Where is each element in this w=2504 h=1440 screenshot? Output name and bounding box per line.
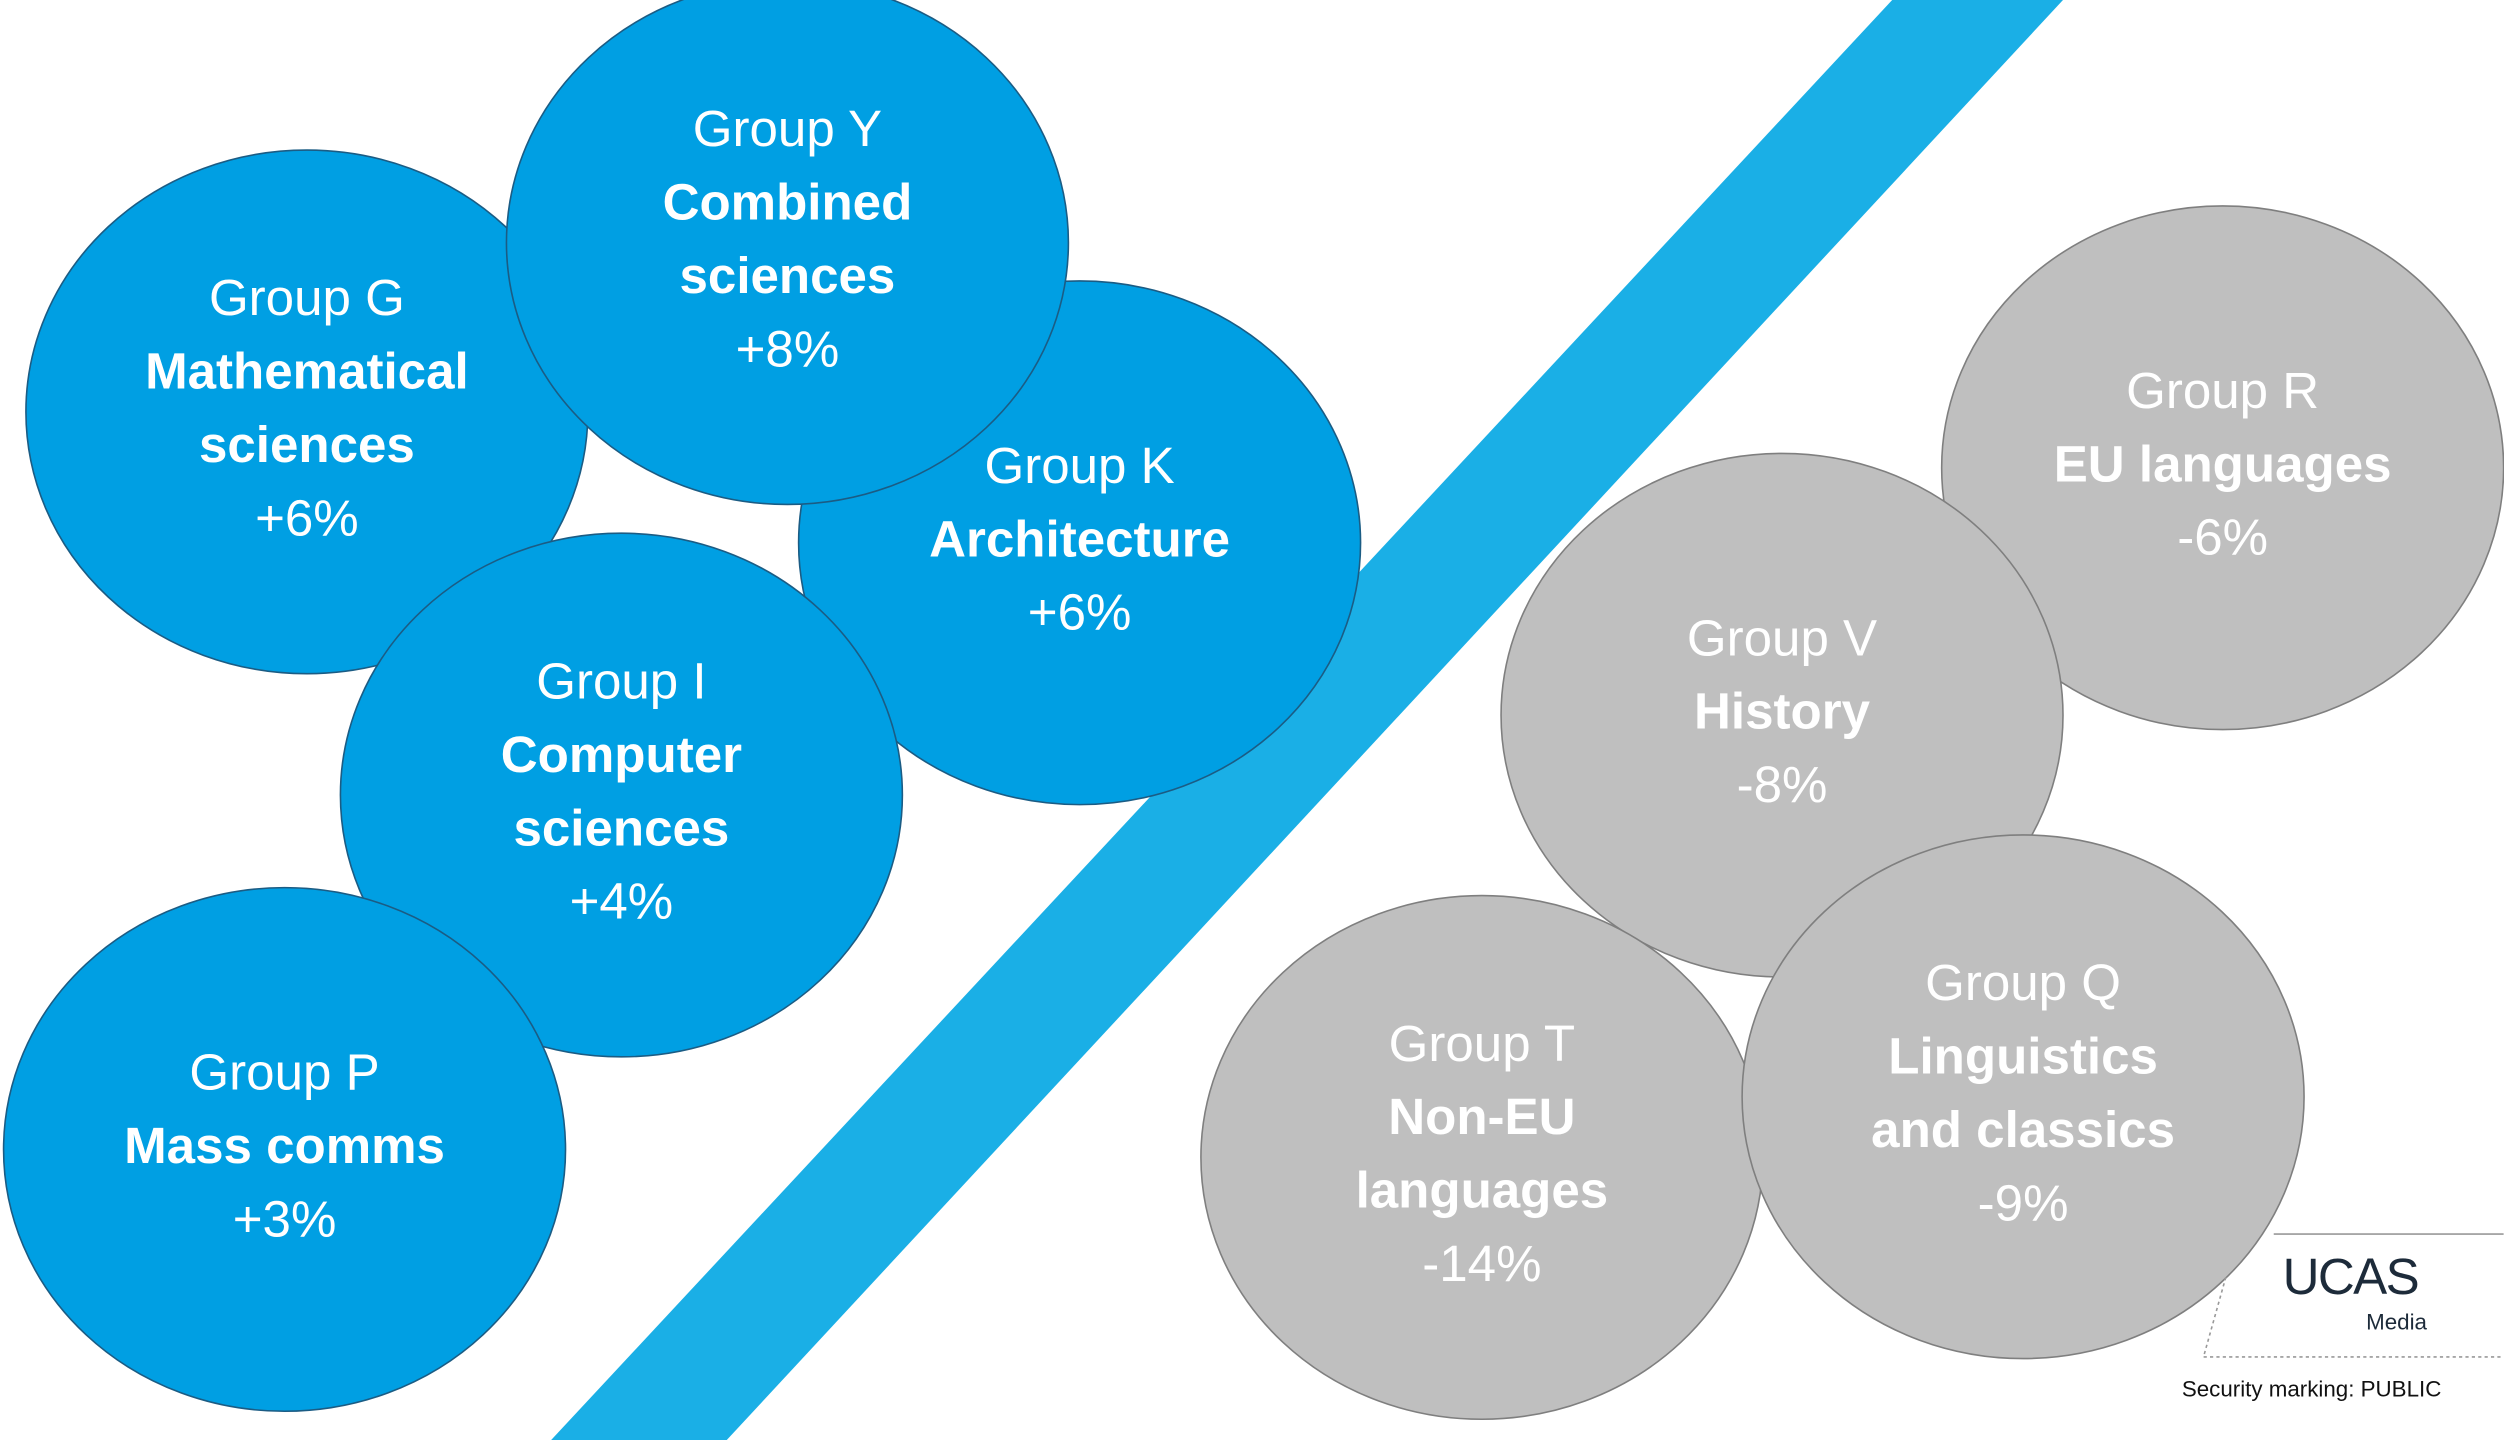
group-label: Group P — [189, 1044, 379, 1101]
bubble: Group R EU languages -6% — [1940, 205, 2504, 731]
subject-label: Combined — [663, 173, 913, 230]
subject-label: History — [1694, 683, 1871, 740]
subject-label: Linguistics — [1888, 1028, 2158, 1085]
logo-name: UCAS — [2283, 1248, 2419, 1305]
group-label: Group K — [984, 437, 1174, 494]
subject-label: languages — [1356, 1162, 1609, 1219]
bubble-circle — [2, 886, 567, 1413]
group-label: Group I — [536, 652, 706, 709]
change-label: -6% — [2177, 509, 2268, 566]
bubble-circle — [1741, 834, 2305, 1360]
subject-label: Non-EU — [1388, 1088, 1575, 1145]
bubble: Group Y Combined sciences +8% — [505, 0, 1070, 506]
change-label: +3% — [233, 1190, 337, 1247]
subject-label: and classics — [1871, 1101, 2175, 1158]
group-label: Group T — [1389, 1015, 1575, 1072]
bubble: Group T Non-EU languages -14% — [1200, 894, 1764, 1421]
group-label: Group R — [2126, 362, 2319, 419]
bubble-circle — [505, 0, 1070, 506]
group-label: Group Y — [693, 100, 882, 157]
subject-label: Computer — [501, 726, 742, 783]
bubble: Group G Mathematical sciences +6% — [25, 149, 589, 675]
subject-label: sciences — [680, 247, 896, 304]
group-label: Group Q — [1925, 954, 2121, 1011]
change-label: +6% — [1028, 584, 1132, 641]
subject-label: Mathematical — [145, 343, 469, 400]
bubble: Group Q Linguistics and classics -9% — [1741, 834, 2305, 1360]
bubble: Group I Computer sciences +4% — [339, 532, 904, 1058]
subject-label: sciences — [513, 799, 729, 856]
change-label: +6% — [255, 490, 359, 547]
bubble-circle — [339, 532, 904, 1058]
bubble-circle — [1200, 894, 1764, 1421]
change-label: -9% — [1978, 1174, 2069, 1231]
bubble: Group P Mass comms +3% — [2, 886, 567, 1413]
bubble: Group V History -8% — [1500, 452, 2064, 978]
group-label: Group V — [1687, 609, 1877, 666]
subject-label: EU languages — [2054, 435, 2392, 492]
subject-label: sciences — [199, 416, 415, 473]
change-label: +8% — [736, 320, 840, 377]
logo-frame — [2202, 1276, 2504, 1358]
change-label: -8% — [1737, 756, 1828, 813]
diagonal-stripe — [551, 0, 2063, 1440]
subject-label: Architecture — [929, 510, 1230, 567]
logo-sub: Media — [2366, 1309, 2427, 1334]
subject-label: Mass comms — [124, 1117, 445, 1174]
group-label: Group G — [209, 269, 405, 326]
change-label: +4% — [570, 873, 674, 930]
change-label: -14% — [1422, 1235, 1541, 1292]
security-marking: Security marking: PUBLIC — [2182, 1376, 2442, 1401]
